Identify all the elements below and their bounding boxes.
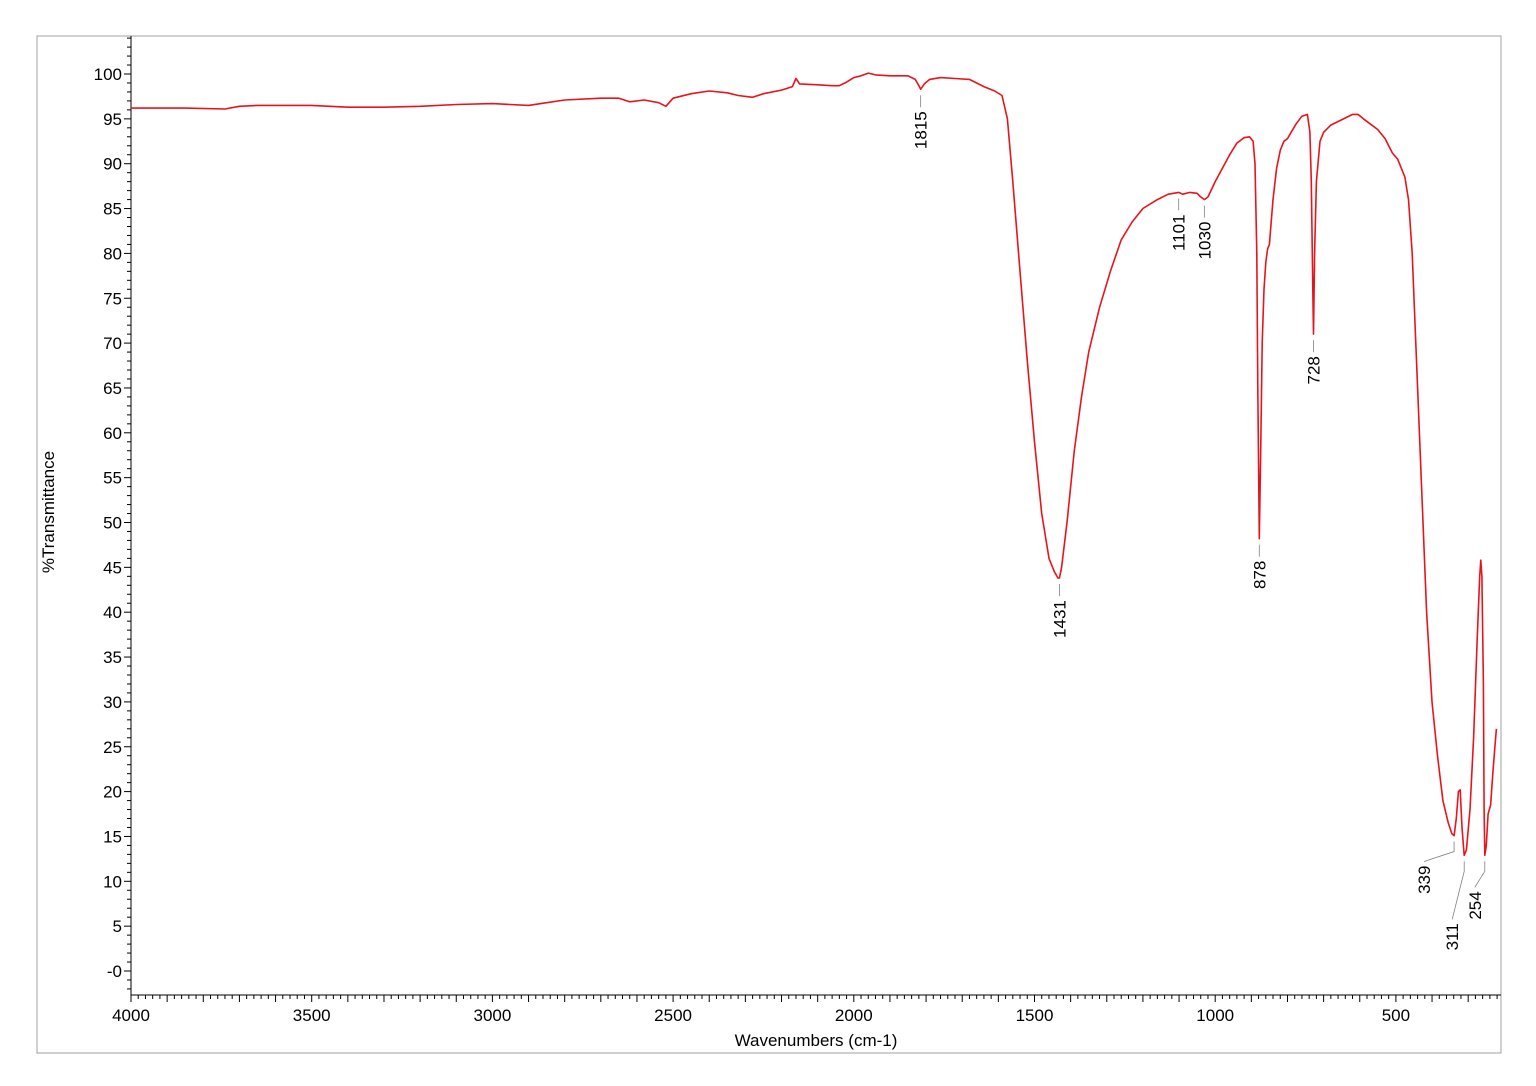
x-tick-label: 3000 <box>473 1006 511 1025</box>
y-tick-label: 55 <box>103 469 122 488</box>
peak-leader-line <box>1475 861 1485 887</box>
peak-label: 1030 <box>1195 222 1214 260</box>
y-tick-label: 85 <box>103 200 122 219</box>
peak-label: 254 <box>1466 891 1485 919</box>
y-tick-label: 35 <box>103 648 122 667</box>
y-tick-label: 100 <box>94 65 122 84</box>
x-tick-label: 500 <box>1382 1006 1410 1025</box>
x-axis-label: Wavenumbers (cm-1) <box>735 1031 898 1050</box>
peak-label: 1101 <box>1170 214 1189 251</box>
y-tick-label: 10 <box>103 872 122 891</box>
peak-label: 339 <box>1415 866 1434 894</box>
x-tick-label: 1000 <box>1196 1006 1234 1025</box>
y-tick-label: 65 <box>103 379 122 398</box>
x-axis-ticks: 4000 3500 3000 2500 2000 1500 1000 500 <box>112 995 1497 1025</box>
y-tick-label: 60 <box>103 424 122 443</box>
figure-frame <box>37 36 1501 1053</box>
y-tick-label: 80 <box>103 244 122 263</box>
y-tick-label: 5 <box>113 917 122 936</box>
y-tick-label: 90 <box>103 155 122 174</box>
y-axis-ticks: 100 95 90 85 80 75 70 65 60 55 50 45 40 35 30 25 20 15 10 5… <box>94 38 131 989</box>
x-tick-label: 1500 <box>1016 1006 1054 1025</box>
peak-label: 728 <box>1305 356 1324 384</box>
y-axis-label: %Transmittance <box>39 451 58 573</box>
peak-label: 878 <box>1250 561 1269 589</box>
y-tick-label: 45 <box>103 558 122 577</box>
y-tick-label: 30 <box>103 693 122 712</box>
y-tick-label: 20 <box>103 783 122 802</box>
peak-label: 1815 <box>912 111 931 149</box>
y-tick-label: -0 <box>107 962 122 981</box>
peak-leader-line <box>1452 861 1464 919</box>
y-tick-label: 40 <box>103 603 122 622</box>
spectrum-series-line <box>131 73 1496 855</box>
y-tick-label: 25 <box>103 738 122 757</box>
peak-leader-line <box>1424 842 1454 862</box>
y-tick-label: 70 <box>103 334 122 353</box>
x-tick-label: 4000 <box>112 1006 150 1025</box>
y-tick-label: 50 <box>103 514 122 533</box>
y-tick-label: 95 <box>103 110 122 129</box>
y-tick-label: 75 <box>103 289 122 308</box>
peak-label: 1431 <box>1050 600 1069 638</box>
x-tick-label: 3500 <box>293 1006 331 1025</box>
x-tick-label: 2000 <box>835 1006 873 1025</box>
y-tick-label: 15 <box>103 827 122 846</box>
x-tick-label: 2500 <box>654 1006 692 1025</box>
peak-label: 311 <box>1443 923 1462 950</box>
